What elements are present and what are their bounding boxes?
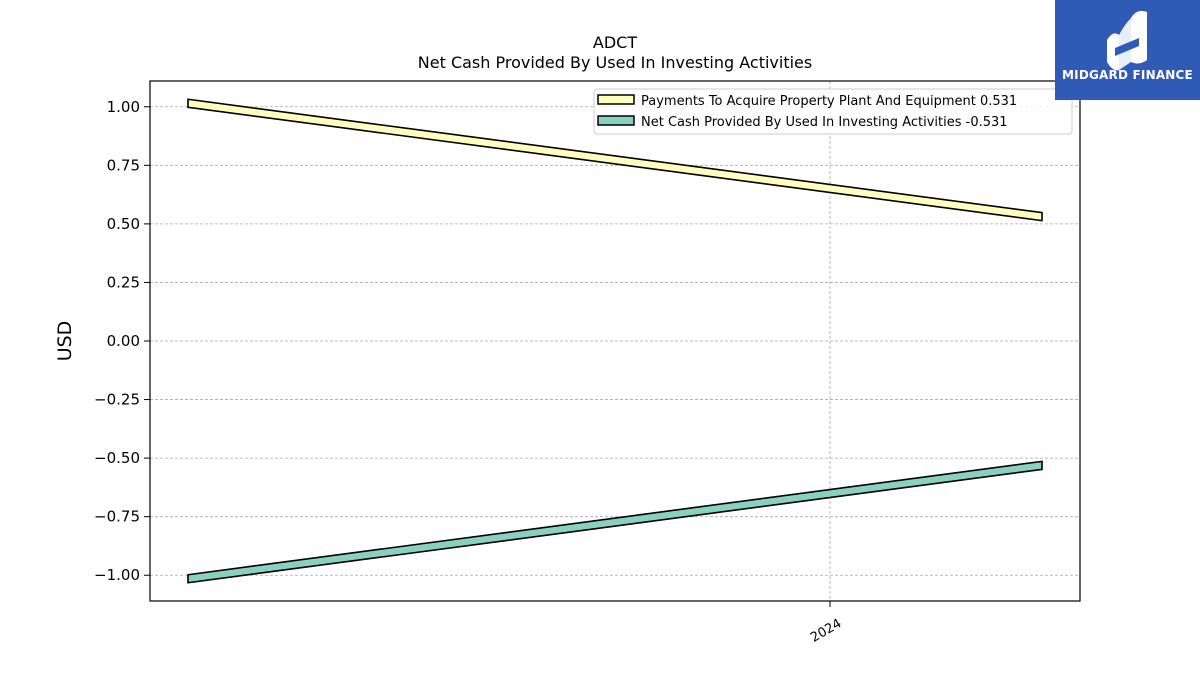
brand-name: MIDGARD FINANCE [1062, 68, 1193, 82]
y-axis-label: USD [54, 321, 76, 362]
series-band-1 [187, 460, 1043, 584]
y-tick-label: −0.50 [94, 449, 140, 467]
legend: Payments To Acquire Property Plant And E… [593, 88, 1073, 135]
series-group [187, 98, 1043, 584]
series-band-0 [187, 98, 1043, 222]
brand-logo: MIDGARD FINANCE [1055, 0, 1200, 100]
x-axis: 2024 [808, 601, 844, 646]
y-tick-label: 0.25 [107, 273, 140, 291]
x-tick-label: 2024 [808, 616, 844, 646]
chart-subtitle: Net Cash Provided By Used In Investing A… [418, 53, 812, 72]
legend-swatch-1 [597, 115, 635, 126]
legend-label-0: Payments To Acquire Property Plant And E… [641, 94, 1017, 109]
legend-swatch-0 [597, 94, 635, 105]
y-tick-label: 0.50 [107, 215, 140, 233]
y-tick-label: −0.75 [94, 508, 140, 526]
grid-lines [150, 81, 1080, 601]
legend-label-1: Net Cash Provided By Used In Investing A… [641, 115, 1008, 130]
y-axis: 1.00 0.75 0.50 0.25 0.00 −0.25 −0.50 −0.75 −1.00 [94, 98, 150, 584]
y-tick-label: 0.00 [107, 332, 140, 350]
chart-title: ADCT [593, 33, 637, 52]
logo-mark-icon [1107, 10, 1147, 71]
y-tick-label: 0.75 [107, 156, 140, 174]
y-tick-label: −0.25 [94, 391, 140, 409]
y-tick-label: −1.00 [94, 566, 140, 584]
legend-box [593, 88, 1073, 135]
y-tick-label: 1.00 [107, 98, 140, 116]
